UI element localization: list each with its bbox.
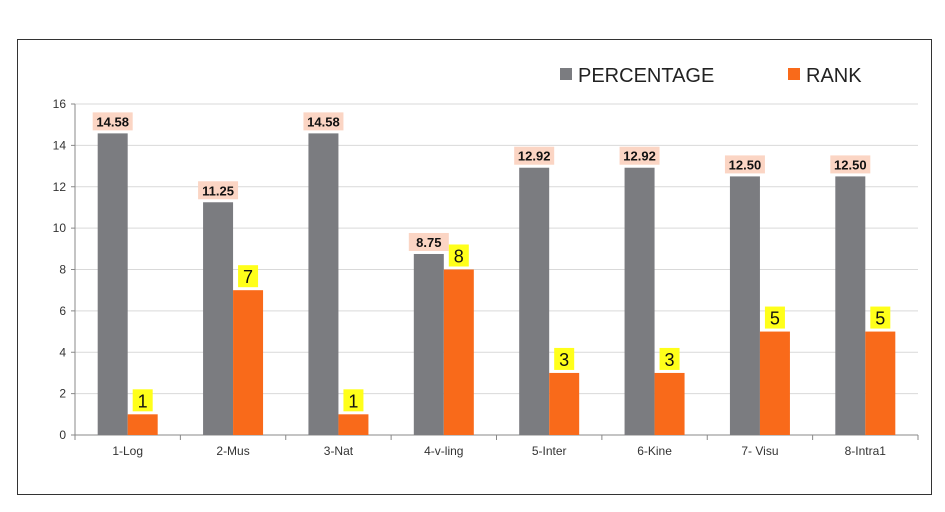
chart-frame [17, 39, 932, 495]
legend-swatch-percentage [560, 68, 572, 80]
bar-percentage [97, 133, 128, 435]
bar-percentage [308, 133, 339, 435]
x-tick-label: 1-Log [112, 444, 143, 458]
y-tick-label: 8 [59, 263, 66, 277]
x-tick-label: 6-Kine [637, 444, 672, 458]
x-tick-label: 5-Inter [532, 444, 567, 458]
data-labels: 14.58 1 11.25 7 14.58 1 8.75 8 12.92 3 12.92 3 12.50… [92, 112, 891, 412]
x-tick-label: 2-Mus [216, 444, 249, 458]
bar-rank [338, 414, 369, 435]
x-axis: 1-Log 2-Mus 3-Nat 4-v-ling 5-Inter 6-Kine 7- V… [74, 434, 919, 458]
data-label-rank: 1 [348, 391, 358, 411]
y-tick-label: 4 [59, 345, 66, 359]
data-label-bg [764, 306, 785, 329]
data-label-rank: 5 [875, 309, 885, 329]
bar-percentage [413, 253, 444, 435]
bar-percentage [729, 176, 760, 435]
x-tick-label: 4-v-ling [424, 444, 463, 458]
bar-rank [549, 372, 580, 435]
y-tick-label: 14 [53, 138, 67, 152]
data-label-rank: 3 [559, 350, 569, 370]
data-label-rank: 1 [138, 391, 148, 411]
data-label-percentage: 14.58 [307, 114, 340, 129]
data-label-percentage: 12.50 [729, 157, 762, 172]
data-label-bg [198, 181, 239, 200]
bar-percentage [835, 176, 866, 435]
legend-swatch-rank [788, 68, 800, 80]
bar-percentage [519, 167, 550, 435]
data-label-bg [132, 389, 153, 412]
data-label-bg [554, 347, 575, 370]
y-tick-label: 2 [59, 387, 66, 401]
bars [97, 133, 896, 435]
data-label-bg [619, 146, 660, 165]
bar-rank [127, 414, 158, 435]
data-label-rank: 7 [243, 267, 253, 287]
data-label-bg [724, 155, 765, 174]
data-label-percentage: 8.75 [416, 235, 441, 250]
data-label-bg [303, 112, 344, 131]
bar-rank [865, 331, 896, 435]
y-tick-label: 10 [53, 221, 67, 235]
y-tick-label: 16 [53, 97, 67, 111]
data-label-bg [870, 306, 891, 329]
data-label-bg [343, 389, 364, 412]
bar-rank [759, 331, 790, 435]
data-label-bg [514, 146, 555, 165]
data-label-rank: 8 [454, 247, 464, 267]
x-tick-label: 7- Visu [741, 444, 778, 458]
legend: PERCENTAGE RANK [560, 65, 862, 87]
x-tick-label: 3-Nat [324, 444, 354, 458]
y-tick-label: 6 [59, 304, 66, 318]
bar-rank [233, 290, 264, 435]
data-label-rank: 5 [770, 309, 780, 329]
data-label-percentage: 14.58 [96, 114, 129, 129]
bar-percentage [203, 202, 234, 435]
x-tick-label: 8-Intra1 [845, 444, 887, 458]
bar-percentage [624, 167, 655, 435]
data-label-bg [659, 347, 680, 370]
data-label-percentage: 12.92 [518, 149, 551, 164]
data-label-bg [408, 232, 449, 251]
bar-rank [443, 269, 474, 435]
data-label-bg [92, 112, 133, 131]
data-label-percentage: 12.50 [834, 157, 867, 172]
gridlines [75, 103, 918, 395]
data-label-rank: 3 [665, 350, 675, 370]
legend-label-rank: RANK [806, 65, 862, 87]
data-label-percentage: 11.25 [202, 183, 234, 198]
data-label-bg [448, 244, 469, 267]
y-axis: 0 2 4 6 8 10 12 14 16 [53, 97, 76, 442]
data-label-bg [238, 265, 259, 288]
y-tick-label: 0 [59, 428, 66, 442]
data-label-bg [830, 155, 871, 174]
y-tick-label: 12 [53, 180, 67, 194]
bar-rank [654, 372, 685, 435]
legend-label-percentage: PERCENTAGE [578, 65, 714, 87]
data-label-percentage: 12.92 [623, 149, 656, 164]
